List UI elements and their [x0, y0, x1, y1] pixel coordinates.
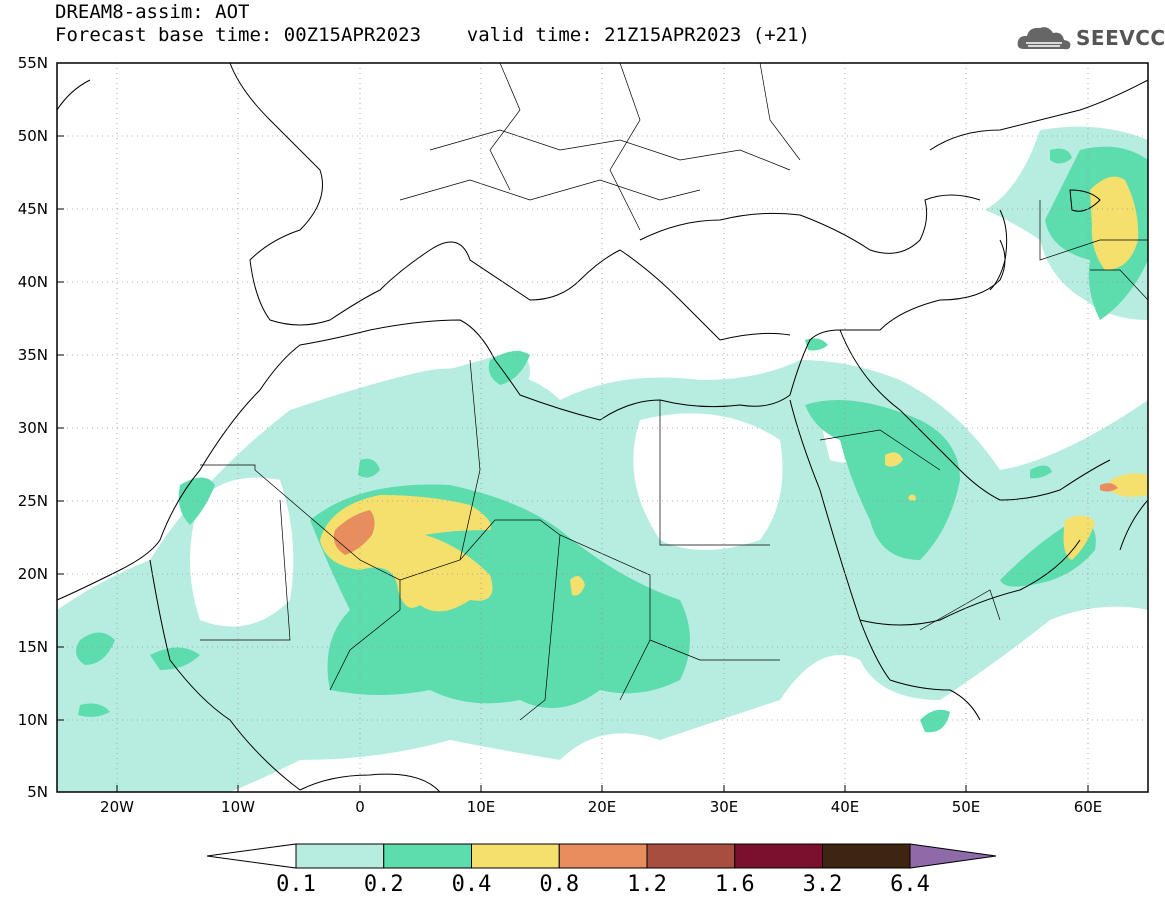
colorbar-segment-below	[206, 843, 297, 869]
lon-label: 50E	[951, 798, 981, 816]
lon-label: 10W	[221, 798, 255, 816]
colorbar-label: 6.4	[890, 872, 930, 897]
lon-label: 30E	[709, 798, 739, 816]
lon-label: 0	[355, 798, 365, 816]
colorbar	[206, 843, 997, 869]
colorbar-label: 3.2	[802, 872, 843, 897]
lat-label: 5N	[27, 783, 48, 801]
lon-label: 60E	[1073, 798, 1103, 816]
forecast-time-subtitle: Forecast base time: 00Z15APR2023 valid t…	[55, 24, 810, 46]
lat-label: 55N	[17, 54, 48, 72]
lat-label: 25N	[17, 492, 48, 510]
lat-label: 20N	[17, 565, 48, 583]
lon-label: 20E	[587, 798, 617, 816]
colorbar-segment	[822, 843, 911, 869]
chart-title: DREAM8-assim: AOT	[55, 1, 250, 23]
lat-label: 50N	[17, 127, 48, 145]
seevccc-logo: SEEVCCC	[1016, 20, 1165, 56]
colorbar-label: 1.6	[714, 872, 755, 897]
colorbar-label: 0.1	[276, 872, 316, 897]
lat-label: 40N	[17, 273, 48, 291]
country-borders	[200, 63, 1148, 721]
colorbar-label: 0.8	[539, 872, 580, 897]
colorbar-segment	[558, 843, 648, 869]
axis-ticks	[57, 62, 1089, 792]
colorbar-segment	[471, 843, 560, 869]
lat-label: 15N	[17, 638, 48, 656]
colorbar-label: 0.2	[363, 872, 404, 897]
colorbar-segment	[646, 843, 736, 869]
colorbar-segment	[383, 843, 472, 869]
colorbar-label: 0.4	[451, 872, 492, 897]
colorbar-segment	[734, 843, 823, 869]
lat-label: 45N	[17, 200, 48, 218]
lon-label: 40E	[830, 798, 860, 816]
colorbar-segment	[295, 843, 385, 869]
lat-label: 10N	[17, 711, 48, 729]
cloud-icon	[1017, 27, 1071, 50]
lon-label: 20W	[100, 798, 134, 816]
lat-label: 30N	[17, 419, 48, 437]
lat-label: 35N	[17, 346, 48, 364]
colorbar-label: 1.2	[627, 872, 667, 897]
aot-field	[57, 126, 1148, 792]
gridlines	[57, 63, 1148, 792]
coastlines	[57, 63, 1148, 792]
colorbar-segment-above	[909, 843, 997, 869]
lon-label: 10E	[466, 798, 496, 816]
logo-text: SEEVCCC	[1076, 26, 1165, 50]
